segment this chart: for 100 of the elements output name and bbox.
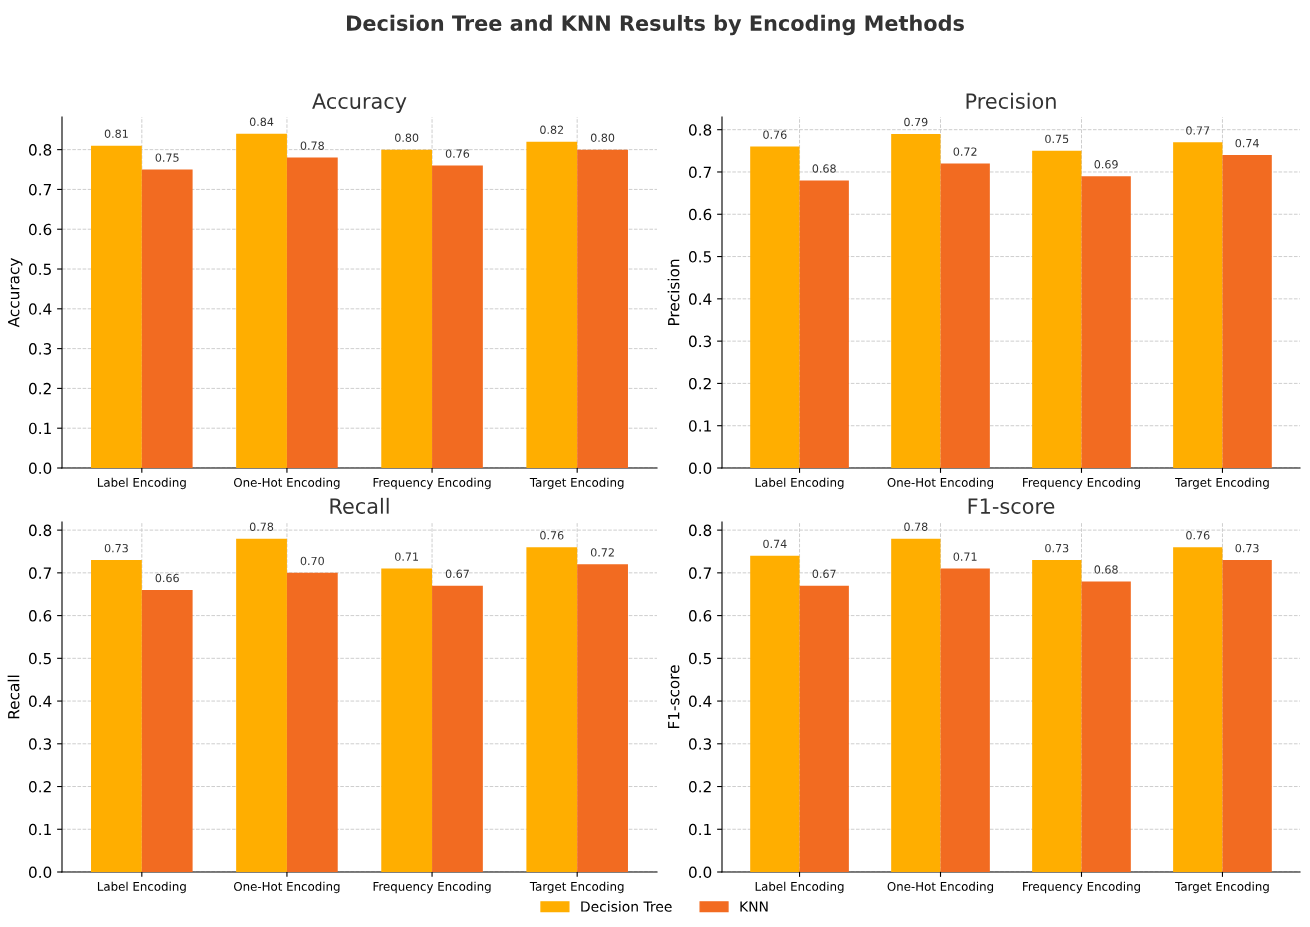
y-tick-label: 0.6 bbox=[28, 223, 52, 236]
y-tick-label: 0.8 bbox=[28, 144, 52, 156]
bar bbox=[432, 165, 483, 468]
bar bbox=[381, 568, 433, 872]
y-tick-label: 0.2 bbox=[688, 377, 711, 390]
y-axis-title: Recall bbox=[7, 675, 20, 719]
data-label: 0.80 bbox=[590, 133, 615, 142]
chart-title: Recall bbox=[330, 497, 389, 514]
bar bbox=[577, 564, 628, 872]
y-tick-label: 0.1 bbox=[28, 823, 51, 836]
x-tick-label: Frequency Encoding bbox=[373, 881, 491, 894]
y-tick-label: 0.0 bbox=[28, 462, 52, 475]
y-tick-label: 0.4 bbox=[688, 293, 712, 305]
data-label: 0.78 bbox=[904, 522, 928, 531]
bar bbox=[91, 560, 142, 872]
data-label: 0.73 bbox=[1045, 543, 1069, 553]
x-tick-label: Label Encoding bbox=[755, 477, 844, 490]
bar bbox=[236, 133, 287, 468]
x-tick-label: Frequency Encoding bbox=[1023, 477, 1140, 490]
bar bbox=[526, 547, 578, 872]
bar bbox=[381, 149, 433, 468]
data-label: 0.66 bbox=[155, 573, 179, 583]
y-tick-label: 0.3 bbox=[28, 343, 52, 355]
y-tick-label: 0.2 bbox=[28, 382, 51, 395]
x-tick-label: Label Encoding bbox=[97, 477, 186, 490]
y-tick-label: 0.5 bbox=[28, 263, 51, 276]
data-label: 0.69 bbox=[1094, 160, 1118, 169]
data-label: 0.76 bbox=[445, 149, 470, 158]
y-tick-label: 0.2 bbox=[688, 781, 711, 793]
y-tick-label: 0.5 bbox=[28, 652, 51, 665]
y-tick-label: 0.1 bbox=[688, 420, 711, 432]
data-label: 0.76 bbox=[763, 130, 787, 139]
x-tick-label: Target Encoding bbox=[1175, 881, 1269, 894]
data-label: 0.79 bbox=[904, 117, 928, 127]
y-tick-label: 0.8 bbox=[28, 524, 52, 537]
x-tick-label: One-Hot Encoding bbox=[887, 477, 994, 490]
data-label: 0.67 bbox=[445, 569, 469, 578]
x-tick-label: Label Encoding bbox=[97, 881, 186, 894]
y-tick-label: 0.3 bbox=[28, 738, 52, 750]
data-label: 0.76 bbox=[540, 531, 564, 540]
data-label: 0.70 bbox=[300, 556, 324, 566]
data-label: 0.68 bbox=[1094, 565, 1118, 574]
y-tick-label: 0.7 bbox=[688, 166, 711, 178]
bar bbox=[432, 585, 483, 872]
y-tick-label: 0.4 bbox=[688, 695, 712, 708]
bar bbox=[141, 169, 193, 468]
bar bbox=[141, 589, 193, 872]
y-tick-label: 0.4 bbox=[28, 303, 52, 315]
y-tick-label: 0.6 bbox=[688, 610, 712, 622]
bar bbox=[940, 568, 990, 872]
x-tick-label: One-Hot Encoding bbox=[234, 881, 340, 894]
bar bbox=[91, 145, 142, 468]
y-tick-label: 0.3 bbox=[688, 738, 712, 750]
data-label: 0.71 bbox=[395, 552, 419, 561]
y-tick-label: 0.5 bbox=[688, 251, 711, 263]
y-tick-label: 0.1 bbox=[28, 422, 51, 435]
bar bbox=[1173, 547, 1223, 872]
bar bbox=[286, 572, 338, 872]
bar bbox=[799, 585, 849, 872]
x-tick-label: Target Encoding bbox=[1175, 477, 1269, 490]
y-axis-title: Accuracy bbox=[8, 258, 23, 328]
data-label: 0.80 bbox=[395, 133, 419, 142]
y-tick-label: 0.7 bbox=[28, 567, 51, 579]
bar bbox=[577, 149, 628, 468]
y-axis-title: F1-score bbox=[668, 665, 680, 729]
bar bbox=[1032, 560, 1082, 872]
data-label: 0.82 bbox=[540, 125, 564, 134]
y-tick-label: 0.8 bbox=[688, 124, 712, 136]
data-label: 0.78 bbox=[249, 522, 274, 531]
y-tick-label: 0.6 bbox=[28, 610, 52, 622]
bar bbox=[526, 141, 578, 468]
bar bbox=[286, 157, 338, 468]
y-tick-label: 0.0 bbox=[28, 866, 52, 879]
y-tick-label: 0.7 bbox=[28, 183, 51, 196]
x-tick-label: Frequency Encoding bbox=[373, 477, 491, 490]
chart-title: Precision bbox=[966, 92, 1056, 109]
x-tick-label: Target Encoding bbox=[529, 881, 624, 894]
y-tick-label: 0.4 bbox=[28, 695, 52, 708]
y-tick-label: 0.6 bbox=[688, 208, 712, 221]
data-label: 0.71 bbox=[953, 552, 977, 561]
x-tick-label: Frequency Encoding bbox=[1023, 881, 1140, 894]
data-label: 0.78 bbox=[300, 141, 324, 150]
y-axis-title: Precision bbox=[667, 259, 680, 326]
data-label: 0.75 bbox=[1045, 134, 1069, 144]
legend-label: Decision Tree bbox=[581, 901, 672, 912]
x-tick-label: One-Hot Encoding bbox=[234, 477, 340, 490]
data-label: 0.73 bbox=[1235, 543, 1259, 553]
x-tick-label: One-Hot Encoding bbox=[887, 881, 994, 894]
chart-title: Accuracy bbox=[312, 93, 407, 113]
data-label: 0.73 bbox=[104, 543, 128, 553]
y-tick-label: 0.0 bbox=[688, 866, 712, 879]
legend-label: KNN bbox=[740, 901, 768, 912]
data-label: 0.72 bbox=[953, 147, 977, 156]
y-tick-label: 0.3 bbox=[688, 335, 712, 348]
data-label: 0.72 bbox=[590, 548, 614, 557]
x-tick-label: Label Encoding bbox=[755, 881, 844, 894]
data-label: 0.67 bbox=[812, 569, 836, 578]
y-tick-label: 0.8 bbox=[688, 524, 712, 537]
bar bbox=[891, 538, 941, 872]
data-label: 0.81 bbox=[104, 129, 128, 138]
